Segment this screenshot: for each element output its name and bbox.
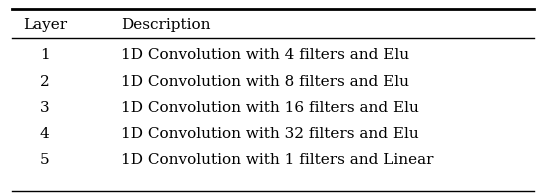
Text: 2: 2 (40, 74, 50, 89)
Text: 3: 3 (40, 101, 50, 115)
Text: 1D Convolution with 8 filters and Elu: 1D Convolution with 8 filters and Elu (121, 74, 409, 89)
Text: 5: 5 (40, 153, 50, 167)
Text: 1D Convolution with 16 filters and Elu: 1D Convolution with 16 filters and Elu (121, 101, 419, 115)
Text: 1D Convolution with 1 filters and Linear: 1D Convolution with 1 filters and Linear (121, 153, 434, 167)
Text: 1D Convolution with 32 filters and Elu: 1D Convolution with 32 filters and Elu (121, 127, 419, 141)
Text: 1D Convolution with 4 filters and Elu: 1D Convolution with 4 filters and Elu (121, 48, 409, 63)
Text: Layer: Layer (23, 18, 67, 32)
Text: 1: 1 (40, 48, 50, 63)
Text: Description: Description (121, 18, 210, 32)
Text: 4: 4 (40, 127, 50, 141)
